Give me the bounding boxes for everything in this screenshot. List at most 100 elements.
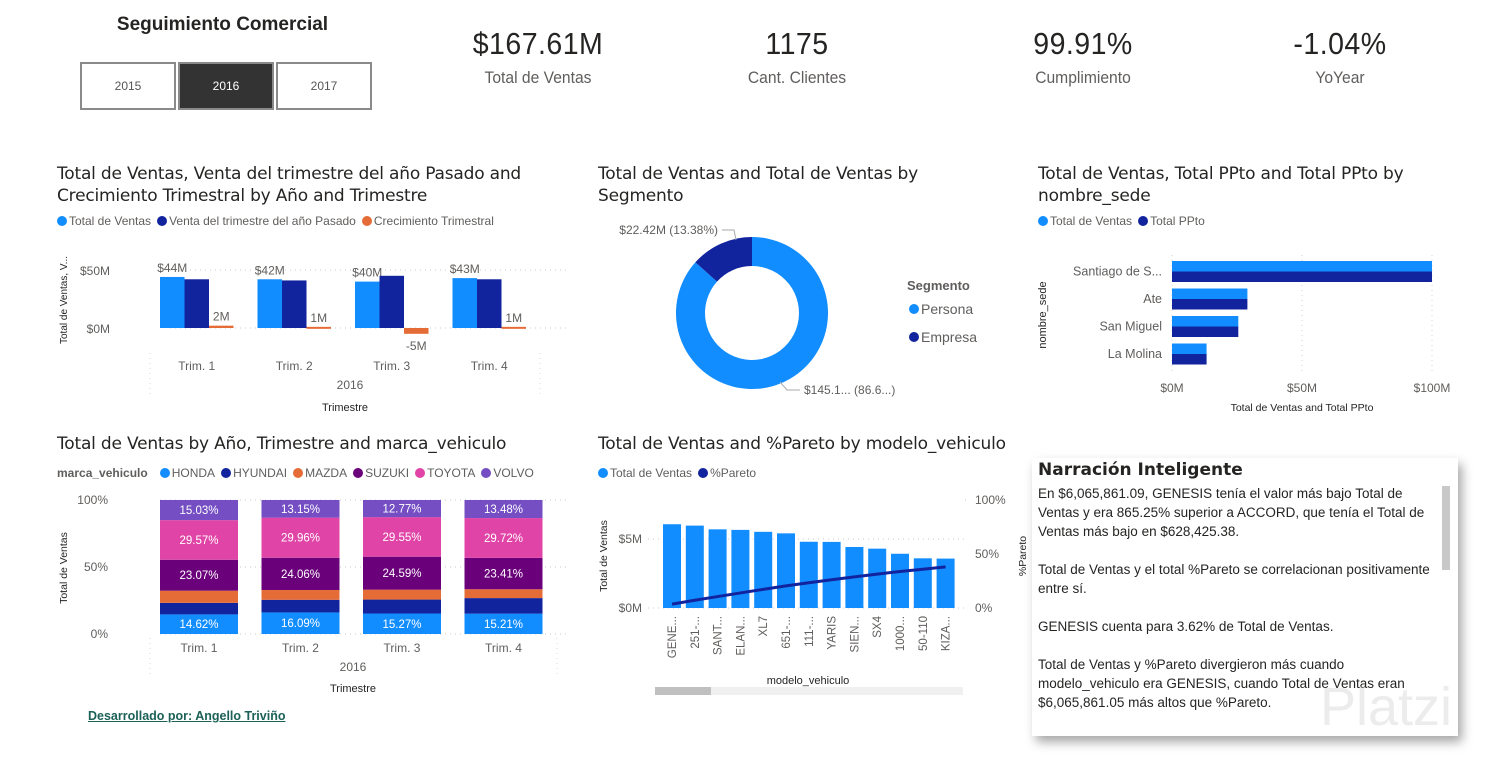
bar-segment-toyota[interactable] bbox=[464, 518, 543, 558]
bar-segment-honda[interactable] bbox=[160, 614, 238, 634]
bar-total-de-ventas[interactable] bbox=[913, 558, 932, 608]
bar-segment-suzuki[interactable] bbox=[160, 559, 238, 591]
bar-crecimiento-trimestral[interactable] bbox=[501, 326, 527, 329]
bar-total-de-ventas[interactable] bbox=[160, 276, 185, 328]
bar-segment-volvo[interactable] bbox=[261, 500, 340, 518]
year-button-2017[interactable]: 2017 bbox=[276, 62, 372, 110]
bar-segment-mazda[interactable] bbox=[261, 590, 340, 600]
legend-title: marca_vehiculo bbox=[57, 466, 148, 480]
bar-venta-del-trimestre-del-año-pasado[interactable] bbox=[282, 280, 307, 328]
bar-total-de-ventas[interactable] bbox=[777, 533, 795, 608]
x-tick-label: YARIS bbox=[827, 616, 839, 650]
x-axis-label: modelo_vehiculo bbox=[767, 675, 850, 687]
bar-total-ppto[interactable] bbox=[1172, 326, 1239, 338]
bar-segment-volvo[interactable] bbox=[464, 500, 543, 519]
bar-segment-mazda[interactable] bbox=[363, 589, 441, 600]
bar-segment-honda[interactable] bbox=[363, 613, 441, 634]
bar-segment-mazda[interactable] bbox=[160, 590, 238, 603]
legend-dot-icon bbox=[1138, 216, 1149, 226]
data-label: 24.59% bbox=[382, 568, 421, 580]
legend-item[interactable]: Total de Ventas bbox=[1038, 214, 1132, 228]
sede-bar-chart[interactable]: $0M $50M $100M Santiago de S... Ate San Migue… bbox=[1030, 245, 1480, 420]
bar-segment-toyota[interactable] bbox=[160, 520, 238, 560]
marca-stacked-chart[interactable]: 0% 50% 100% Total de Ventas 14.62% 23.07% 29.5… bbox=[50, 488, 580, 698]
marca-chart-title-block: Total de Ventas by Año, Trimestre and ma… bbox=[57, 433, 557, 480]
bar-total-de-ventas[interactable] bbox=[936, 558, 955, 608]
bar-crecimiento-trimestral[interactable] bbox=[306, 326, 332, 329]
legend-label: Crecimiento Trimestral bbox=[373, 214, 494, 228]
kpi-label: Cumplimiento bbox=[1035, 68, 1131, 87]
legend-dot-icon bbox=[1038, 216, 1048, 226]
bar-total-de-ventas[interactable] bbox=[1172, 343, 1207, 355]
bar-crecimiento-trimestral[interactable] bbox=[209, 325, 234, 328]
bar-total-de-ventas[interactable] bbox=[355, 281, 380, 328]
bar-total-de-ventas[interactable] bbox=[1172, 288, 1248, 300]
bar-venta-del-trimestre-del-año-pasado[interactable] bbox=[379, 275, 405, 328]
donut-slice-empresa[interactable] bbox=[695, 237, 752, 282]
bar-venta-del-trimestre-del-año-pasado[interactable] bbox=[477, 279, 502, 328]
year-button-2015[interactable]: 2015 bbox=[80, 62, 176, 110]
bar-segment-volvo[interactable] bbox=[363, 500, 441, 518]
bar-total-de-ventas[interactable] bbox=[891, 553, 909, 608]
legend-item[interactable]: Total de Ventas bbox=[57, 214, 151, 228]
data-label: $145.1... (86.6...) bbox=[804, 383, 895, 397]
legend-item[interactable]: Venta del trimestre del año Pasado bbox=[157, 214, 356, 228]
y-tick-label: $50M bbox=[80, 264, 110, 278]
donut-slice-persona[interactable] bbox=[676, 237, 828, 389]
pareto-chart[interactable]: $5M $0M 0% 50% 100% Total de Ventas %Pareto GEN… bbox=[590, 488, 1030, 698]
bar-total-ppto[interactable] bbox=[1172, 299, 1248, 310]
bar-total-de-ventas[interactable] bbox=[663, 524, 681, 608]
legend-item[interactable]: HONDA bbox=[159, 466, 215, 480]
bar-total-de-ventas[interactable] bbox=[731, 529, 750, 608]
quarterly-chart[interactable]: $50M $0M Total de Ventas, V... $44M 2M Trim. … bbox=[50, 245, 580, 420]
bar-segment-honda[interactable] bbox=[261, 612, 340, 634]
legend-item[interactable]: HYUNDAI bbox=[221, 466, 287, 480]
bar-total-ppto[interactable] bbox=[1172, 271, 1432, 283]
bar-total-ppto[interactable] bbox=[1172, 354, 1207, 365]
bar-venta-del-trimestre-del-año-pasado[interactable] bbox=[184, 279, 210, 328]
bar-total-de-ventas[interactable] bbox=[1172, 261, 1432, 272]
legend-item[interactable]: Total PPto bbox=[1138, 214, 1205, 228]
bar-segment-hyundai[interactable] bbox=[160, 602, 238, 615]
year-button-2016[interactable]: 2016 bbox=[178, 62, 274, 110]
bar-segment-hyundai[interactable] bbox=[464, 598, 543, 614]
y2-tick-label: 0% bbox=[975, 601, 993, 615]
legend-item[interactable]: VOLVO bbox=[481, 466, 534, 480]
bar-segment-suzuki[interactable] bbox=[261, 557, 340, 591]
bar-segment-mazda[interactable] bbox=[464, 589, 543, 599]
data-label: 13.48% bbox=[484, 504, 523, 516]
bar-total-de-ventas[interactable] bbox=[799, 541, 818, 608]
smart-narrative-panel: Narración Inteligente En $6,065,861.09, … bbox=[1032, 458, 1458, 736]
bar-segment-volvo[interactable] bbox=[160, 500, 238, 521]
bar-total-de-ventas[interactable] bbox=[257, 279, 283, 328]
legend-item[interactable]: SUZUKI bbox=[353, 466, 409, 480]
bar-segment-suzuki[interactable] bbox=[464, 557, 543, 590]
y-tick-label: 50% bbox=[84, 560, 108, 574]
legend-item[interactable]: %Pareto bbox=[698, 466, 756, 480]
bar-segment-hyundai[interactable] bbox=[261, 599, 340, 613]
bar-segment-suzuki[interactable] bbox=[363, 556, 441, 590]
bar-crecimiento-trimestral[interactable] bbox=[404, 328, 429, 334]
bar-segment-toyota[interactable] bbox=[363, 517, 441, 557]
bar-total-de-ventas[interactable] bbox=[868, 548, 887, 608]
x-tick-label: 251-... bbox=[690, 616, 702, 649]
bar-total-de-ventas[interactable] bbox=[754, 531, 773, 608]
bar-segment-honda[interactable] bbox=[464, 613, 543, 634]
developer-credit-link[interactable]: Desarrollado por: Angello Triviño bbox=[88, 709, 286, 723]
horizontal-scrollbar-thumb[interactable] bbox=[655, 687, 711, 695]
bar-segment-toyota[interactable] bbox=[261, 517, 340, 558]
narrative-scrollbar[interactable] bbox=[1442, 486, 1450, 570]
legend-item[interactable]: MAZDA bbox=[293, 466, 347, 480]
bar-total-de-ventas[interactable] bbox=[685, 525, 704, 608]
bar-total-de-ventas[interactable] bbox=[1172, 316, 1239, 327]
x-tick-label: Trim. 3 bbox=[384, 641, 421, 655]
legend-item[interactable]: Total de Ventas bbox=[598, 466, 692, 480]
bar-segment-hyundai[interactable] bbox=[363, 599, 441, 614]
horizontal-scrollbar-track[interactable] bbox=[655, 687, 963, 695]
legend-item[interactable]: Crecimiento Trimestral bbox=[361, 214, 494, 228]
bar-total-de-ventas[interactable] bbox=[452, 278, 478, 328]
segmento-donut-chart[interactable]: $22.42M (13.38%) $145.1... (86.6...) Segme… bbox=[590, 210, 1010, 410]
bar-total-de-ventas[interactable] bbox=[708, 529, 727, 608]
bar-total-de-ventas[interactable] bbox=[822, 541, 841, 608]
legend-item[interactable]: TOYOTA bbox=[415, 466, 475, 480]
